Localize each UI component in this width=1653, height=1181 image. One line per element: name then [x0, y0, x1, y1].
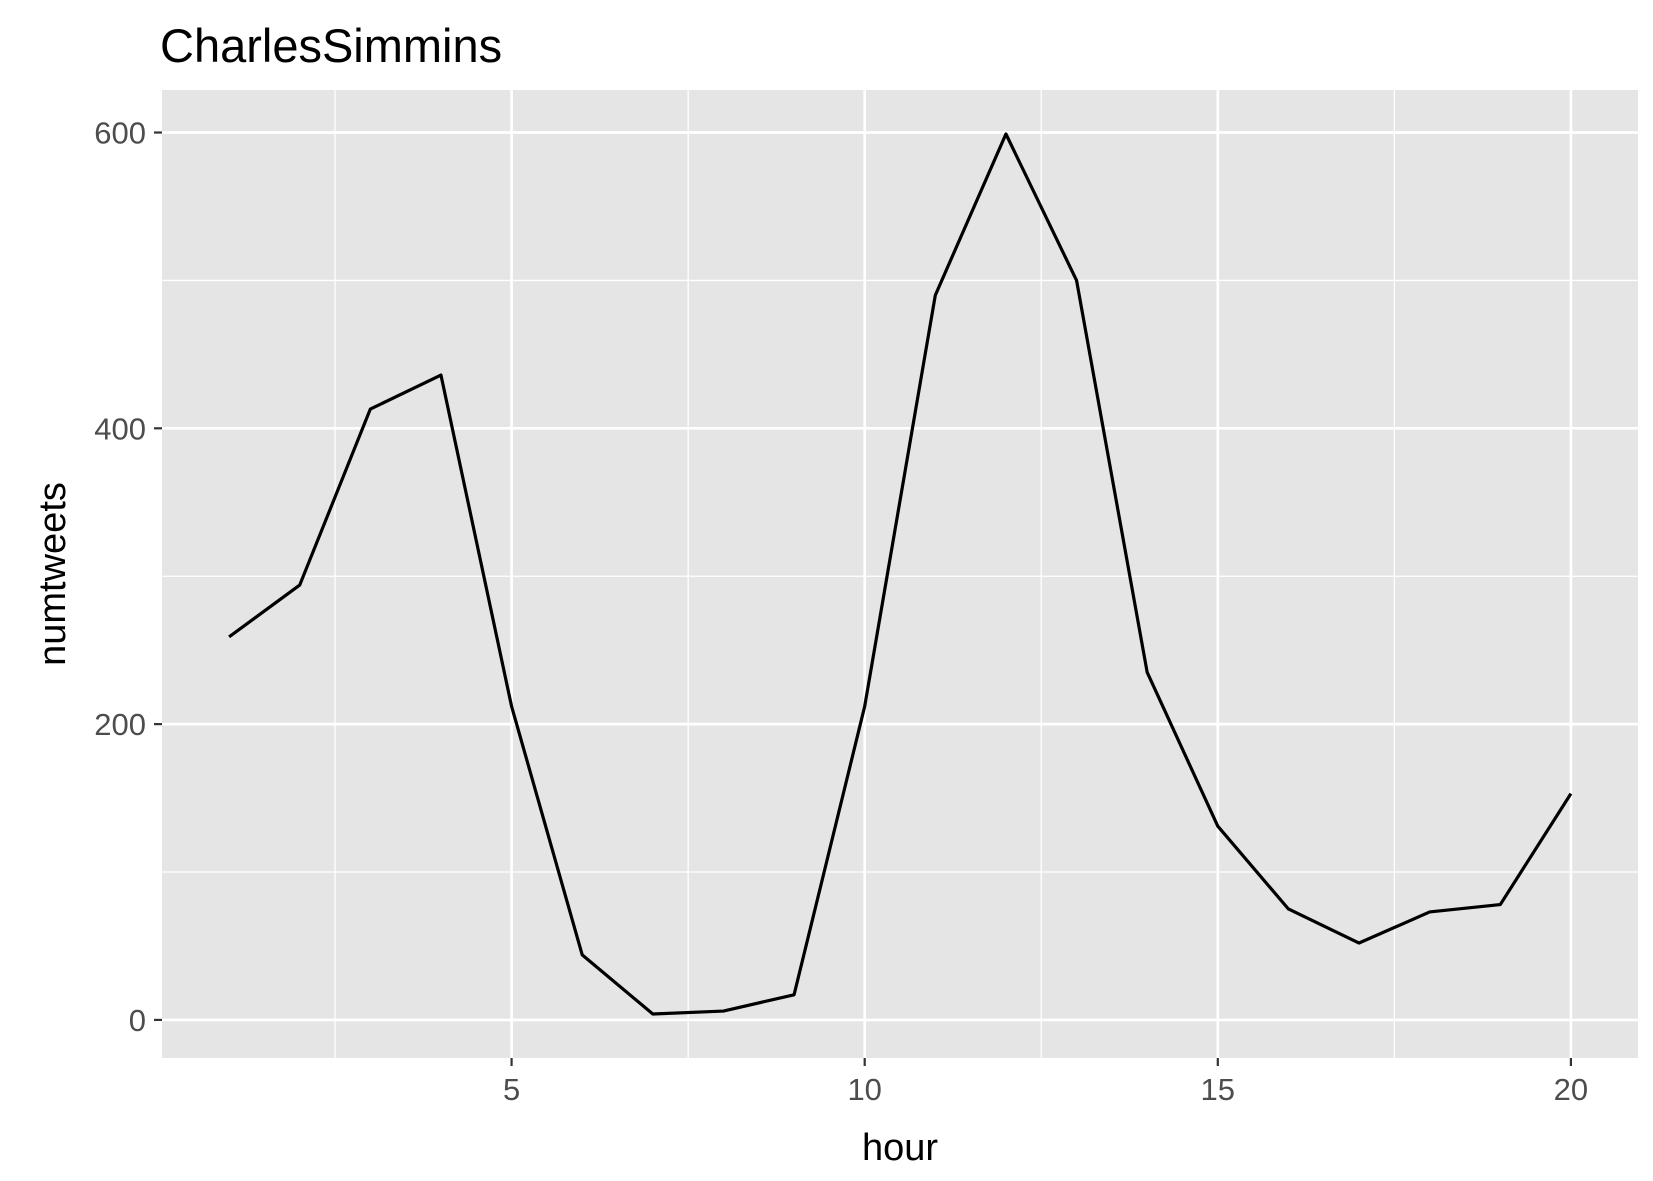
y-axis-title: numtweets	[32, 482, 74, 666]
x-tick-label: 10	[847, 1072, 881, 1107]
y-tick-label: 200	[94, 707, 146, 742]
x-tick-label: 5	[503, 1072, 520, 1107]
y-tick-label: 0	[129, 1003, 146, 1038]
minor-gridlines	[162, 90, 1638, 1058]
major-gridlines	[162, 90, 1638, 1058]
plot-panel	[162, 90, 1638, 1058]
series-layer	[228, 132, 1573, 1016]
x-axis-title: hour	[862, 1127, 938, 1169]
y-tick-label: 400	[94, 411, 146, 446]
y-tick-label: 600	[94, 116, 146, 151]
x-axis: 5 10 15 20	[503, 1058, 1588, 1107]
series-line	[228, 132, 1573, 1016]
chart-title: CharlesSimmins	[160, 19, 502, 72]
y-axis: 0 200 400 600	[94, 116, 162, 1038]
x-tick-label: 20	[1554, 1072, 1588, 1107]
x-tick-label: 15	[1201, 1072, 1235, 1107]
